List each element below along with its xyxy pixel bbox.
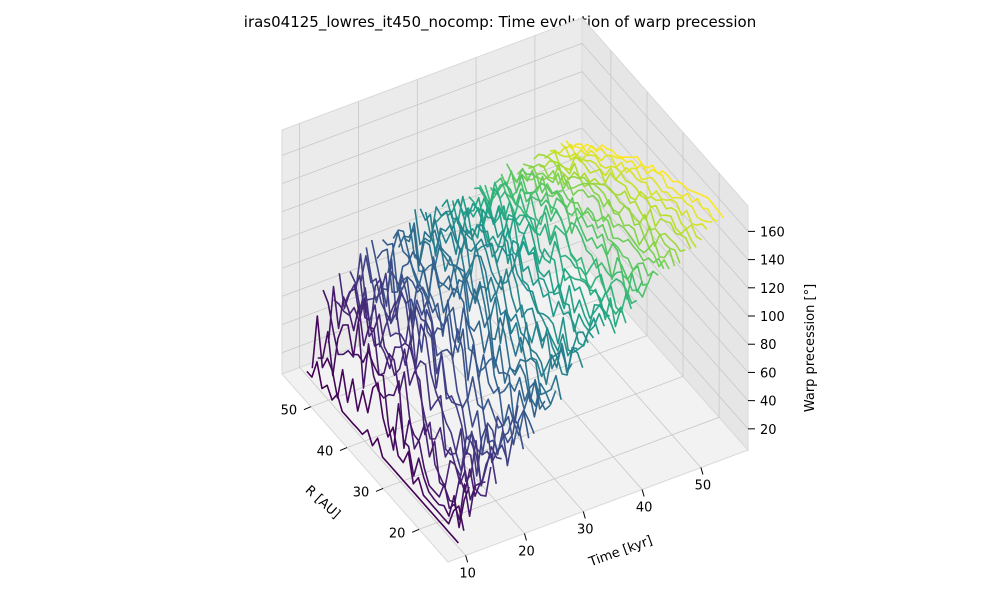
grid-line-z [281, 155, 749, 345]
grid-line-y [534, 35, 702, 468]
x-tick-label: 20 [389, 526, 406, 541]
grid-line-z [281, 127, 749, 317]
x-tick-label: 40 [317, 445, 334, 460]
series-line [441, 199, 595, 354]
series-line [571, 143, 724, 219]
series-line [317, 324, 470, 529]
series-line [376, 248, 530, 446]
chart-title: iras04125_lowres_it450_nocomp: Time evol… [244, 13, 756, 32]
axis-ticks: 20 30 40 50 10 20 30 40 50 20 40 60 80 100 120 140 160 [281, 225, 785, 581]
series-line [474, 187, 627, 324]
z-tick-label: 40 [760, 395, 777, 410]
y-tick-label: 30 [577, 522, 594, 537]
series-line [414, 209, 568, 386]
z-tick-label: 140 [760, 254, 785, 269]
series-line [549, 149, 702, 241]
z-tick-label: 100 [760, 310, 785, 325]
y-tick-mark [465, 555, 469, 563]
series-line [322, 289, 476, 521]
series-line [516, 167, 670, 270]
z-tick-label: 160 [760, 225, 785, 240]
y-tick-label: 20 [518, 544, 535, 559]
series-line [555, 146, 708, 230]
x-axis-label: R [AU] [302, 483, 343, 522]
grid-line-y [299, 123, 466, 556]
y-tick-label: 50 [695, 479, 712, 494]
series-line [528, 163, 681, 264]
series-line [349, 271, 502, 487]
y-tick-mark [582, 511, 586, 519]
series-line [451, 195, 606, 333]
series-line [565, 140, 719, 223]
grid-line-z [281, 99, 749, 289]
y-axis-label: Time [kyr] [586, 533, 654, 570]
y-tick-mark [700, 467, 704, 475]
series-line [544, 151, 697, 248]
series-line [381, 239, 535, 437]
grid-line-z [281, 71, 749, 260]
series-line [408, 222, 562, 400]
series-line [511, 169, 665, 270]
x-tick-label: 50 [281, 404, 298, 419]
series-line [446, 199, 600, 347]
data-series [306, 140, 724, 544]
x-tick-mark [411, 528, 420, 533]
z-tick-label: 120 [760, 282, 785, 297]
series-line [365, 247, 519, 456]
z-tick-label: 80 [760, 338, 777, 353]
y-tick-label: 40 [636, 501, 653, 516]
series-line [463, 196, 616, 334]
x-tick-mark [375, 487, 384, 492]
x-tick-mark [303, 406, 312, 411]
series-line [495, 177, 649, 298]
series-line [338, 273, 492, 497]
series-line [306, 361, 460, 544]
z-tick-label: 20 [760, 423, 777, 438]
series-line [424, 211, 578, 376]
z-tick-label: 60 [760, 366, 777, 381]
x-tick-mark [339, 447, 348, 452]
z-axis-label: Warp precession [°] [803, 284, 818, 412]
y-tick-mark [523, 533, 527, 541]
y-tick-mark [641, 489, 645, 497]
series-line [354, 253, 508, 477]
y-tick-label: 10 [459, 566, 476, 581]
grid-line-z [281, 42, 749, 232]
x-tick-label: 30 [353, 485, 370, 500]
grid-line-z [281, 240, 749, 430]
series-line [484, 183, 638, 305]
